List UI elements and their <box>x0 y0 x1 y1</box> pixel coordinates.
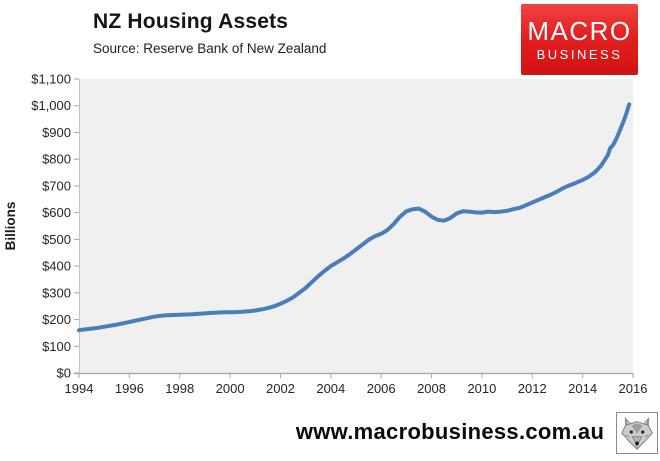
website-url: www.macrobusiness.com.au <box>295 419 605 444</box>
y-axis-tick-label: $1,000 <box>31 98 71 113</box>
x-axis-tick-label: 2002 <box>266 381 295 396</box>
y-axis-tick-label: $500 <box>42 232 71 247</box>
y-axis-title: Billions <box>3 202 18 251</box>
plot-area <box>79 79 633 373</box>
y-axis-tick-label: $700 <box>42 178 71 193</box>
x-axis-tick-label: 2010 <box>467 381 496 396</box>
x-axis-tick-label: 2016 <box>619 381 648 396</box>
chart-source-note: Source: Reserve Bank of New Zealand <box>93 41 327 56</box>
wolf-logo-frame <box>616 412 658 454</box>
x-axis-tick-label: 2012 <box>518 381 547 396</box>
macrobusiness-logo: MACRO BUSINESS <box>521 4 638 75</box>
housing-assets-line <box>77 102 632 333</box>
wolf-head-icon <box>621 416 653 450</box>
y-axis-tick-label: $600 <box>42 205 71 220</box>
x-axis-tick-label: 2008 <box>417 381 446 396</box>
y-axis-tick-label: $200 <box>42 312 71 327</box>
x-axis-tick-label: 2006 <box>367 381 396 396</box>
y-axis-tick-label: $300 <box>42 285 71 300</box>
x-axis-tick-label: 1994 <box>65 381 94 396</box>
x-axis-tick-label: 2014 <box>568 381 597 396</box>
x-axis-tick-label: 1996 <box>115 381 144 396</box>
y-axis-tick-label: $800 <box>42 152 71 167</box>
y-axis-tick-label: $400 <box>42 259 71 274</box>
y-axis-tick-label: $1,100 <box>31 72 71 87</box>
macrobusiness-logo-line1: MACRO <box>527 16 632 46</box>
housing-assets-chart: $0 $100 $200 $300 $400 $500 $600 $700 $800 $900 $1… <box>3 72 648 397</box>
x-axis-tick-label: 2000 <box>216 381 245 396</box>
x-axis-tick-label: 2004 <box>316 381 345 396</box>
x-axis-tick-label: 1998 <box>165 381 194 396</box>
y-axis-tick-label: $100 <box>42 339 71 354</box>
y-axis-tick-label: $0 <box>57 366 71 381</box>
page-title: NZ Housing Assets <box>93 10 289 33</box>
y-axis-tick-label: $900 <box>42 125 71 140</box>
macrobusiness-logo-line2: BUSINESS <box>536 47 623 62</box>
